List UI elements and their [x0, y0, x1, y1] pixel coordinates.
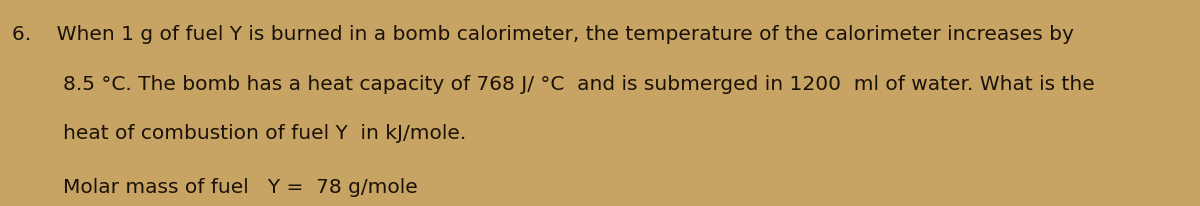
- Text: Molar mass of fuel   Y =  78 g/mole: Molar mass of fuel Y = 78 g/mole: [12, 177, 418, 196]
- Text: heat of combustion of fuel Y  in kJ/mole.: heat of combustion of fuel Y in kJ/mole.: [12, 124, 467, 143]
- Text: 6.    When 1 g of fuel Y is burned in a bomb calorimeter, the temperature of the: 6. When 1 g of fuel Y is burned in a bom…: [12, 25, 1074, 44]
- Text: 8.5 °C. The bomb has a heat capacity of 768 J/ °C  and is submerged in 1200  ml : 8.5 °C. The bomb has a heat capacity of …: [12, 74, 1094, 93]
